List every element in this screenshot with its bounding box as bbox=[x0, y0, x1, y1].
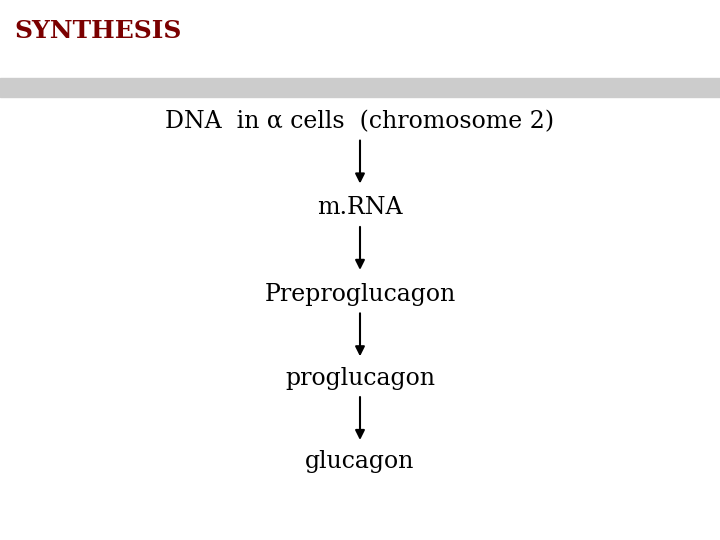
Bar bbox=[0, 78, 720, 97]
Text: glucagon: glucagon bbox=[305, 450, 415, 473]
Text: Preproglucagon: Preproglucagon bbox=[264, 283, 456, 306]
Text: m.RNA: m.RNA bbox=[318, 197, 402, 219]
Text: proglucagon: proglucagon bbox=[285, 367, 435, 389]
Text: DNA  in α cells  (chromosome 2): DNA in α cells (chromosome 2) bbox=[166, 110, 554, 133]
Text: SYNTHESIS: SYNTHESIS bbox=[14, 19, 181, 43]
